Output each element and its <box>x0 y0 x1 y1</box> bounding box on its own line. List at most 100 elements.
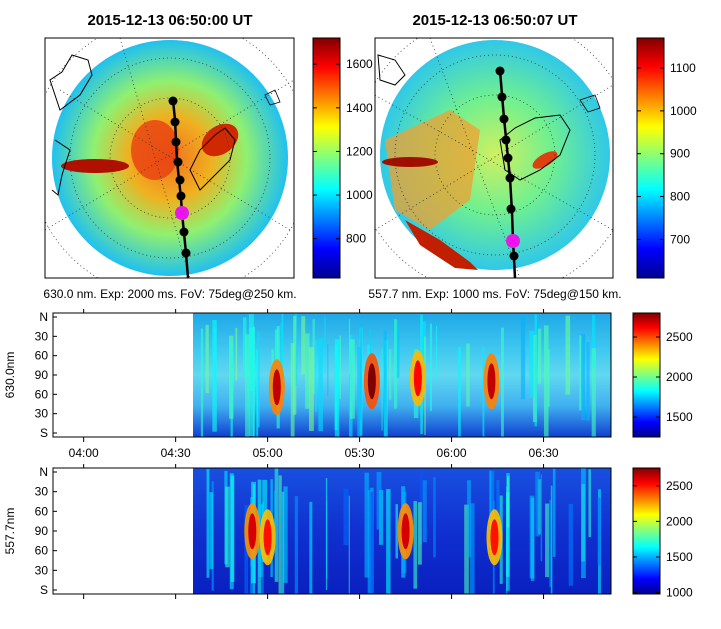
keogram-data <box>193 313 611 437</box>
keogram-streak <box>421 321 426 394</box>
keogram-streak <box>591 314 596 368</box>
coastline <box>579 94 601 113</box>
y-tick-label: 30 <box>35 485 49 499</box>
keogram-streak <box>281 313 284 386</box>
aurora-feature-core <box>248 513 257 550</box>
coastline <box>264 89 281 106</box>
arc-feature <box>532 151 558 169</box>
x-tick-label: 06:00 <box>437 446 467 460</box>
satellite-track <box>171 99 190 278</box>
keogram-streak <box>386 489 391 594</box>
keogram-streak <box>568 503 574 586</box>
keogram-streak <box>294 496 299 594</box>
keogram-streak <box>206 469 210 578</box>
colorbar: 1000 1500 2000 2500 <box>632 467 693 600</box>
keogram-streak <box>413 501 418 589</box>
arc-feature <box>382 157 438 167</box>
y-tick-label: 30 <box>35 329 49 343</box>
colorbar-scale <box>636 37 665 279</box>
panel-title: 2015-12-13 06:50:00 UT <box>87 12 252 29</box>
keogram-streak <box>395 504 398 559</box>
keogram-streak <box>543 325 549 437</box>
colorbar-tick-label: 2500 <box>666 330 693 344</box>
colorbar-tick-label: 2000 <box>666 514 693 528</box>
y-tick-label: N <box>39 465 48 479</box>
keogram-streak <box>581 468 586 579</box>
arc-feature <box>131 120 179 180</box>
colorbar-tick-label: 1600 <box>346 57 373 71</box>
colorbar-tick-label: 1100 <box>670 61 696 75</box>
y-tick-label: S <box>40 426 48 440</box>
keogram-streak <box>417 502 422 565</box>
keogram-streak <box>209 492 214 569</box>
colorbar-tick-label: 1200 <box>346 144 373 158</box>
keogram-streak <box>435 326 438 381</box>
keogram-streak <box>256 349 259 437</box>
aurora-feature-core <box>367 363 376 400</box>
x-tick-label: 06:30 <box>529 446 559 460</box>
keogram-streak <box>520 316 526 400</box>
keogram-streak <box>540 474 543 562</box>
keogram-streak <box>364 472 369 578</box>
x-tick-label: 04:30 <box>161 446 191 460</box>
keogram-streak <box>248 314 254 437</box>
keogram-streak <box>506 476 510 528</box>
keogram-streak <box>348 495 350 594</box>
colorbar-tick-label: 800 <box>346 232 366 246</box>
keogram-streak <box>433 477 436 558</box>
colorbar-tick-label: 1000 <box>666 586 693 600</box>
y-tick-label: 60 <box>35 349 49 363</box>
keogram-streak <box>293 316 297 415</box>
y-tick-label: 90 <box>35 524 49 538</box>
aurora-region <box>385 110 480 230</box>
x-tick-label: 05:30 <box>345 446 375 460</box>
keogram-streak <box>529 331 535 398</box>
keogram-streak <box>343 488 349 546</box>
keogram-streak <box>325 478 328 591</box>
keogram-streak <box>534 314 538 427</box>
keogram-streak <box>501 327 504 437</box>
keogram-streak <box>305 333 310 409</box>
aurora-feature-core <box>487 363 496 400</box>
keogram-streak <box>464 504 469 594</box>
keogram-streak <box>230 475 235 582</box>
colorbar-tick-label: 1400 <box>346 101 373 115</box>
colorbar: 700 800 900 1000 1100 <box>636 37 697 279</box>
aurora-feature-core <box>401 513 410 550</box>
keogram-streak <box>327 343 329 396</box>
arc-feature <box>405 220 478 270</box>
keogram-streak <box>278 475 282 594</box>
keogram-streak <box>581 333 586 421</box>
keogram-streak <box>591 348 596 437</box>
keogram-streak <box>394 319 398 409</box>
colorbar: 800 1000 1200 1400 1600 <box>312 37 373 279</box>
keogram-streak <box>383 330 387 437</box>
keogram-streak <box>588 469 591 538</box>
keogram-streak <box>506 492 510 577</box>
keogram-streak <box>535 471 540 537</box>
keogram-streak <box>496 480 500 532</box>
keogram-streak <box>466 343 470 407</box>
colorbar-scale <box>312 37 341 279</box>
colorbar-scale <box>632 467 661 595</box>
keogram-streak <box>339 335 341 399</box>
y-tick-label: 60 <box>35 387 49 401</box>
keogram-streak <box>225 486 230 568</box>
keogram-streak <box>235 327 238 381</box>
aurora-feature-core <box>490 519 499 556</box>
keogram-streak <box>506 486 508 594</box>
keogram-streak <box>552 468 556 557</box>
y-tick-label: 30 <box>35 407 49 421</box>
y-tick-label: N <box>39 310 48 324</box>
keogram-streak <box>565 315 571 395</box>
keogram-streak <box>349 339 355 419</box>
coastline <box>377 54 406 86</box>
panel-caption: 557.7 nm. Exp: 1000 ms. FoV: 75deg@150 k… <box>368 287 621 301</box>
keogram-streak <box>242 317 247 379</box>
keogram-streak <box>429 323 433 411</box>
keogram-557: N 30 60 90 60 30 S 557.7nm <box>3 464 612 599</box>
y-axis-label: 557.7nm <box>3 508 17 555</box>
keogram-streak <box>482 346 485 437</box>
colorbar-tick-label: 800 <box>670 190 690 204</box>
